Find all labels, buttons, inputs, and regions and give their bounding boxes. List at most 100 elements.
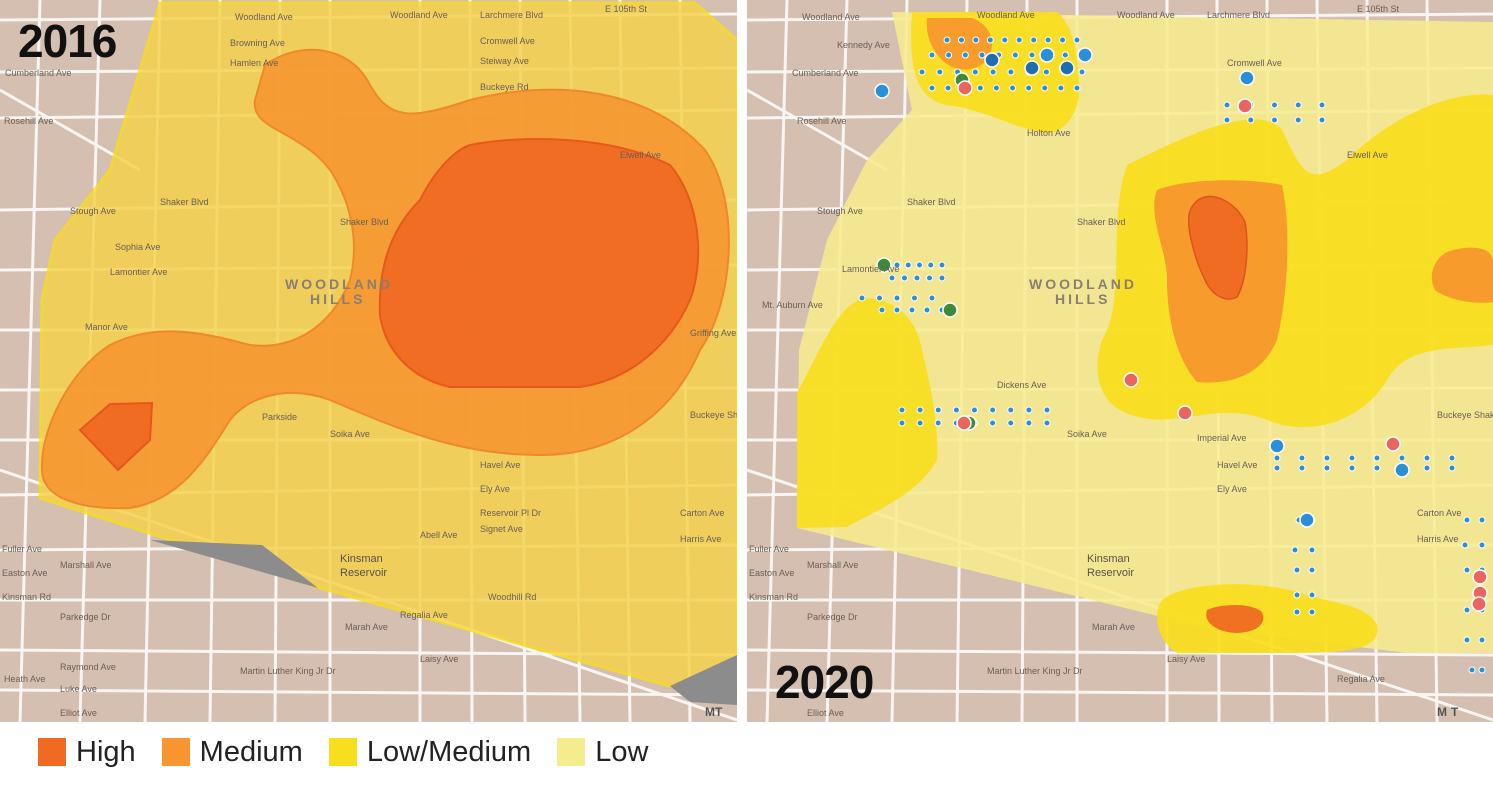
incident-dot: [1448, 464, 1456, 472]
incident-dot: [1269, 438, 1285, 454]
incident-dot: [893, 294, 901, 302]
year-label-2016: 2016: [18, 15, 117, 67]
incident-dot: [1123, 372, 1139, 388]
incident-dot: [943, 36, 951, 44]
incident-dot: [938, 261, 946, 269]
svg-text:E 105th St: E 105th St: [605, 4, 648, 14]
svg-text:Kinsman: Kinsman: [1087, 553, 1130, 565]
svg-text:Reservoir: Reservoir: [1087, 567, 1134, 579]
svg-text:Woodland Ave: Woodland Ave: [1117, 10, 1175, 20]
incident-dot: [1318, 101, 1326, 109]
incident-dot: [1030, 36, 1038, 44]
legend: High Medium Low/Medium Low: [38, 732, 674, 772]
year-label-2020: 2020: [775, 656, 874, 708]
incident-dot: [1043, 419, 1051, 427]
incident-dot: [1298, 464, 1306, 472]
zone-high-2016-center: [378, 138, 700, 388]
map-panel-2020: Woodland Ave Woodland Ave Woodland Ave L…: [747, 0, 1493, 722]
svg-text:Regalia Ave: Regalia Ave: [400, 610, 448, 620]
incident-dot: [989, 68, 997, 76]
incident-dot: [878, 306, 886, 314]
legend-label-low: Low: [595, 735, 649, 768]
svg-text:Havel Ave: Havel Ave: [1217, 460, 1257, 470]
svg-text:Holton Ave: Holton Ave: [1027, 128, 1070, 138]
incident-dot: [918, 68, 926, 76]
legend-swatch-low-medium: [328, 738, 357, 766]
svg-text:Buckeye Shaker: Buckeye Shaker: [690, 410, 737, 420]
incident-dot: [1073, 36, 1081, 44]
incident-dot: [898, 419, 906, 427]
legend-swatch-high: [38, 738, 66, 766]
svg-text:Larchmere Blvd: Larchmere Blvd: [480, 10, 543, 20]
svg-text:Rosehill Ave: Rosehill Ave: [797, 116, 846, 126]
svg-text:Parkside: Parkside: [262, 412, 297, 422]
incident-dot: [1273, 454, 1281, 462]
zone-lowmed-2020-south: [1157, 584, 1378, 653]
incident-dot: [1039, 47, 1055, 63]
incident-dot: [1024, 60, 1040, 76]
svg-text:Steiway Ave: Steiway Ave: [480, 56, 529, 66]
street-labels-2016: Woodland Ave Woodland Ave Larchmere Blvd…: [2, 4, 737, 718]
zone-high-2020-center: [1187, 195, 1248, 300]
legend-item-low: Low: [557, 736, 648, 769]
incident-dot: [971, 406, 978, 414]
svg-text:Ely Ave: Ely Ave: [480, 484, 510, 494]
svg-text:Luke Ave: Luke Ave: [60, 684, 97, 694]
incident-dot: [1294, 116, 1302, 124]
incident-dot: [1078, 68, 1086, 76]
incident-dot: [923, 306, 931, 314]
legend-label-high: High: [76, 735, 136, 768]
svg-text:Imperial Ave: Imperial Ave: [1197, 433, 1246, 443]
incident-dot: [1472, 569, 1488, 585]
incident-dot: [1373, 454, 1381, 462]
incident-dot: [926, 274, 933, 282]
incident-dot: [1007, 68, 1015, 76]
incident-dot: [911, 294, 918, 302]
incident-dot: [1223, 101, 1231, 109]
highway-patch: [670, 655, 737, 705]
incident-dot: [916, 261, 923, 269]
incident-dot: [1025, 419, 1033, 427]
incident-dot: [908, 306, 916, 314]
incident-dot: [1398, 454, 1406, 462]
legend-label-low-medium: Low/Medium: [366, 735, 532, 768]
incident-dot: [1273, 464, 1281, 472]
incident-dot: [934, 406, 942, 414]
svg-text:Woodhill Rd: Woodhill Rd: [488, 592, 536, 602]
incident-dot: [1025, 84, 1033, 92]
svg-text:Mt. Auburn Ave: Mt. Auburn Ave: [762, 300, 823, 310]
incident-dot: [1308, 591, 1316, 599]
incident-dot: [1057, 84, 1065, 92]
map-2020-svg: Woodland Ave Woodland Ave Woodland Ave L…: [747, 0, 1493, 722]
incident-dot: [1308, 546, 1316, 554]
svg-text:Fuller Ave: Fuller Ave: [2, 544, 42, 554]
legend-item-medium: Medium: [161, 736, 303, 769]
corner-label: MT: [705, 705, 723, 719]
svg-text:Ely Ave: Ely Ave: [1217, 484, 1247, 494]
svg-text:Elliot Ave: Elliot Ave: [60, 708, 97, 718]
incident-dot: [1468, 666, 1476, 674]
incident-dot: [944, 84, 952, 92]
incident-dot: [913, 274, 921, 282]
incident-dot: [952, 406, 960, 414]
svg-text:WOODLAND: WOODLAND: [1029, 276, 1137, 292]
legend-item-high: High: [38, 736, 136, 769]
incident-dot: [942, 302, 958, 318]
incident-dot: [938, 274, 946, 282]
svg-text:Buckeye Rd: Buckeye Rd: [480, 82, 529, 92]
incident-dot: [1059, 60, 1075, 76]
incident-dot: [916, 419, 924, 427]
svg-text:Shaker Blvd: Shaker Blvd: [907, 197, 956, 207]
svg-text:Harris Ave: Harris Ave: [680, 534, 721, 544]
svg-text:Easton Ave: Easton Ave: [2, 568, 47, 578]
svg-text:Cumberland Ave: Cumberland Ave: [792, 68, 858, 78]
incident-dot: [1448, 454, 1456, 462]
incident-dot: [1461, 541, 1469, 549]
svg-text:Kinsman: Kinsman: [340, 553, 383, 565]
incident-dot: [1323, 454, 1331, 462]
svg-text:Woodland Ave: Woodland Ave: [235, 12, 293, 22]
svg-text:Cromwell Ave: Cromwell Ave: [1227, 58, 1282, 68]
svg-text:HILLS: HILLS: [310, 291, 365, 307]
incident-dot: [1061, 51, 1069, 59]
svg-text:Dickens Ave: Dickens Ave: [997, 380, 1046, 390]
